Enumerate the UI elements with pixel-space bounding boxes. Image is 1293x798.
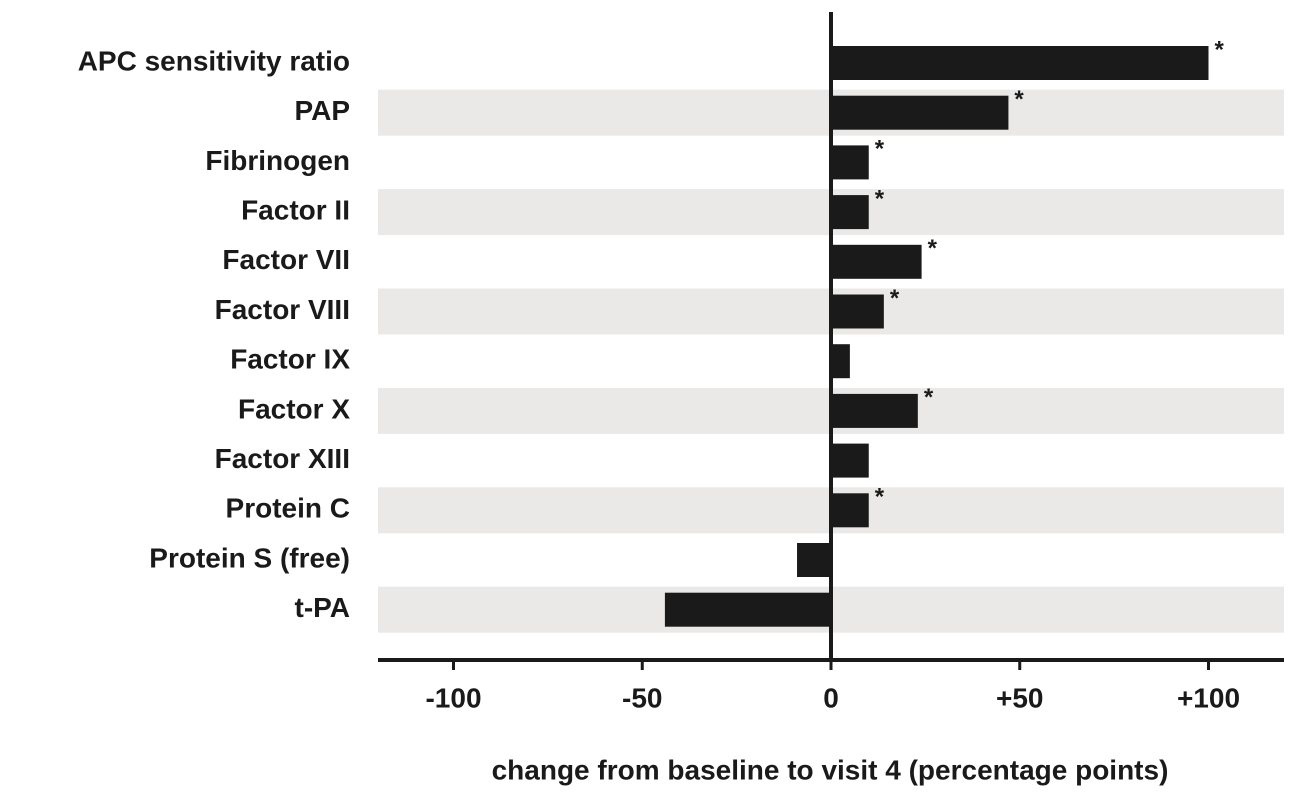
- significance-marker: *: [928, 235, 938, 262]
- bar: [831, 195, 869, 230]
- x-tick-label: -100: [425, 682, 481, 713]
- y-tick-label: Factor X: [238, 393, 350, 424]
- y-tick-label: Factor IX: [230, 344, 350, 375]
- significance-marker: *: [890, 285, 900, 312]
- y-tick-label: Factor XIII: [215, 443, 350, 474]
- x-axis-label: change from baseline to visit 4 (percent…: [492, 754, 1169, 785]
- y-tick-label: Protein S (free): [149, 542, 350, 573]
- y-tick-label: PAP: [295, 95, 351, 126]
- significance-marker: *: [1215, 36, 1225, 63]
- bar: [831, 95, 1009, 130]
- x-tick-label: 0: [823, 682, 839, 713]
- bar: [831, 145, 869, 180]
- bar: [664, 592, 831, 627]
- y-tick-label: APC sensitivity ratio: [78, 45, 350, 76]
- bar: [831, 393, 918, 428]
- significance-marker: *: [924, 384, 934, 411]
- significance-marker: *: [875, 185, 885, 212]
- x-tick-label: -50: [622, 682, 662, 713]
- y-tick-label: Factor VIII: [215, 294, 350, 325]
- x-tick-label: +50: [996, 682, 1044, 713]
- significance-marker: *: [875, 484, 885, 511]
- bar: [831, 294, 884, 329]
- bar: [831, 493, 869, 528]
- y-tick-label: Fibrinogen: [205, 145, 350, 176]
- y-tick-label: Protein C: [226, 493, 350, 524]
- y-tick-label: t-PA: [295, 592, 350, 623]
- bar: [831, 46, 1209, 80]
- x-tick-label: +100: [1177, 682, 1240, 713]
- bar: [797, 543, 831, 577]
- y-tick-label: Factor II: [241, 194, 350, 225]
- significance-marker: *: [1014, 86, 1024, 113]
- significance-marker: *: [875, 136, 885, 163]
- bar: [831, 443, 869, 478]
- y-tick-label: Factor VII: [222, 244, 350, 275]
- bar: [831, 244, 922, 279]
- bar: [831, 344, 850, 379]
